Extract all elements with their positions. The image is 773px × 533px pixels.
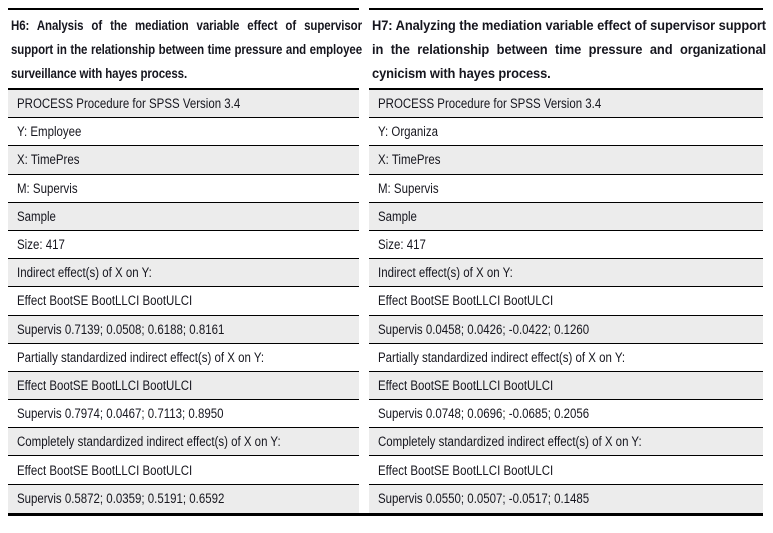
table-cell-text: Partially standardized indirect effect(s…: [17, 349, 265, 365]
table-cell-text: Supervis 0.0458; 0.0426; -0.0422; 0.1260: [378, 321, 590, 337]
table-cell-text: Sample: [378, 208, 417, 224]
table-row: Effect BootSE BootLLCI BootULCI: [8, 287, 359, 316]
table-cell-text: Effect BootSE BootLLCI BootULCI: [17, 462, 193, 478]
table-row: Partially standardized indirect effect(s…: [369, 343, 763, 372]
table-cell-text: PROCESS Procedure for SPSS Version 3.4: [17, 96, 241, 112]
table-cell-text: Supervis 0.0550; 0.0507; -0.0517; 0.1485: [378, 491, 590, 507]
table-cell-text: Sample: [17, 208, 56, 224]
table-row: X: TimePres: [369, 146, 763, 175]
table-row: Supervis 0.7139; 0.0508; 0.6188; 0.8161: [8, 315, 359, 344]
table-cell-text: Effect BootSE BootLLCI BootULCI: [17, 377, 193, 393]
table-row: Sample: [8, 202, 359, 231]
table-column-h7: H7: Analyzing the mediation variable eff…: [369, 8, 767, 513]
table-cell-text: M: Supervis: [378, 180, 439, 196]
table-cell-text: Completely standardized indirect effect(…: [17, 434, 281, 450]
table-cell-text: Indirect effect(s) of X on Y:: [378, 265, 513, 281]
table-row: Size: 417: [8, 230, 359, 260]
table-cell-text: Size: 417: [17, 237, 65, 253]
table-cell-text: Effect BootSE BootLLCI BootULCI: [378, 377, 554, 393]
table-row: Supervis 0.0550; 0.0507; -0.0517; 0.1485: [369, 484, 763, 513]
table-cell-text: PROCESS Procedure for SPSS Version 3.4: [378, 96, 602, 112]
table-cell-text: Supervis 0.7974; 0.0467; 0.7113; 0.8950: [17, 406, 224, 422]
table-row: Supervis 0.7974; 0.0467; 0.7113; 0.8950: [8, 400, 359, 429]
column-header-h6: H6: Analysis of the mediation variable e…: [8, 10, 363, 90]
table-row: Indirect effect(s) of X on Y:: [8, 259, 359, 288]
table-row: Size: 417: [369, 230, 763, 260]
table-cell-text: Y: Employee: [17, 124, 82, 140]
table-cell-text: Supervis 0.0748; 0.0696; -0.0685; 0.2056: [378, 406, 590, 422]
table-row: Supervis 0.0458; 0.0426; -0.0422; 0.1260: [369, 315, 763, 344]
table-cell-text: Y: Organiza: [378, 124, 438, 140]
table-row: PROCESS Procedure for SPSS Version 3.4: [8, 90, 359, 119]
table-cell-text: Partially standardized indirect effect(s…: [378, 349, 626, 365]
table-row: Supervis 0.0748; 0.0696; -0.0685; 0.2056: [369, 400, 763, 429]
mediation-results-table: H6: Analysis of the mediation variable e…: [8, 8, 767, 516]
table-cell-text: Size: 417: [378, 237, 426, 253]
table-row: PROCESS Procedure for SPSS Version 3.4: [369, 90, 763, 119]
column-header-h7: H7: Analyzing the mediation variable eff…: [369, 10, 767, 90]
table-row: Effect BootSE BootLLCI BootULCI: [8, 371, 359, 401]
column-header-h6-text: H6: Analysis of the mediation variable e…: [11, 17, 363, 81]
table-row: Effect BootSE BootLLCI BootULCI: [8, 456, 359, 485]
rows-container-h6: PROCESS Procedure for SPSS Version 3.4 Y:…: [8, 90, 359, 513]
table-row: Completely standardized indirect effect(…: [8, 428, 359, 457]
table-cell-text: X: TimePres: [378, 152, 441, 168]
table-cell-text: Supervis 0.7139; 0.0508; 0.6188; 0.8161: [17, 321, 225, 337]
table-cell-text: M: Supervis: [17, 180, 78, 196]
table-row: Y: Organiza: [369, 118, 763, 147]
table-cell-text: Effect BootSE BootLLCI BootULCI: [378, 462, 554, 478]
table-row: M: Supervis: [369, 174, 763, 203]
table-row: Sample: [369, 202, 763, 231]
table-column-h6: H6: Analysis of the mediation variable e…: [8, 8, 363, 513]
table-row: X: TimePres: [8, 146, 359, 175]
table-cell-text: Indirect effect(s) of X on Y:: [17, 265, 152, 281]
table-cell-text: Supervis 0.5872; 0.0359; 0.5191; 0.6592: [17, 491, 225, 507]
table-row: Effect BootSE BootLLCI BootULCI: [369, 287, 763, 316]
table-cell-text: Effect BootSE BootLLCI BootULCI: [378, 293, 554, 309]
table-cell-text: X: TimePres: [17, 152, 80, 168]
table-row: Effect BootSE BootLLCI BootULCI: [369, 371, 763, 401]
table-row: Supervis 0.5872; 0.0359; 0.5191; 0.6592: [8, 484, 359, 513]
column-header-h7-text: H7: Analyzing the mediation variable eff…: [372, 17, 767, 81]
table-row: Effect BootSE BootLLCI BootULCI: [369, 456, 763, 485]
table-row: Indirect effect(s) of X on Y:: [369, 259, 763, 288]
table-cell-text: Effect BootSE BootLLCI BootULCI: [17, 293, 193, 309]
table-row: Completely standardized indirect effect(…: [369, 428, 763, 457]
table-row: M: Supervis: [8, 174, 359, 203]
table-row: Partially standardized indirect effect(s…: [8, 343, 359, 372]
rows-container-h7: PROCESS Procedure for SPSS Version 3.4 Y:…: [369, 90, 763, 513]
table-row: Y: Employee: [8, 118, 359, 147]
table-cell-text: Completely standardized indirect effect(…: [378, 434, 642, 450]
